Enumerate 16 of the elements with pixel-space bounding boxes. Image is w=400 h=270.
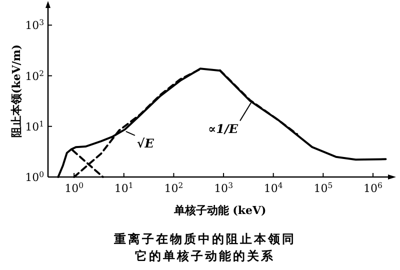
x-tick-label: 10$^{4}$ bbox=[264, 180, 283, 195]
y-tick-label: 10$^{3}$ bbox=[25, 18, 44, 32]
annotation: ∝1/E bbox=[208, 122, 239, 136]
annotation: √E bbox=[136, 136, 155, 150]
x-tick-label: 10$^{1}$ bbox=[114, 180, 134, 195]
y-axis-title: 阻止本领(keV/m) bbox=[10, 44, 23, 138]
x-tick-label: 10$^{5}$ bbox=[314, 180, 333, 195]
text: 重离子在物质中的阻止本领同它的单核子动能的关系 bbox=[113, 232, 296, 263]
y-tick-label: 10$^{0}$ bbox=[25, 170, 44, 184]
y-tick-label: 10$^{2}$ bbox=[25, 68, 44, 83]
x-tick-label: 10$^{6}$ bbox=[364, 180, 383, 195]
y-tick-label: 10$^{1}$ bbox=[25, 118, 44, 134]
x-tick-label: 10$^{3}$ bbox=[214, 180, 234, 195]
x-tick-label: 10$^{0}$ bbox=[64, 180, 84, 195]
x-tick-label: 10$^{2}$ bbox=[164, 180, 184, 195]
x-axis-title: 单核子动能 (keV) bbox=[172, 204, 266, 217]
